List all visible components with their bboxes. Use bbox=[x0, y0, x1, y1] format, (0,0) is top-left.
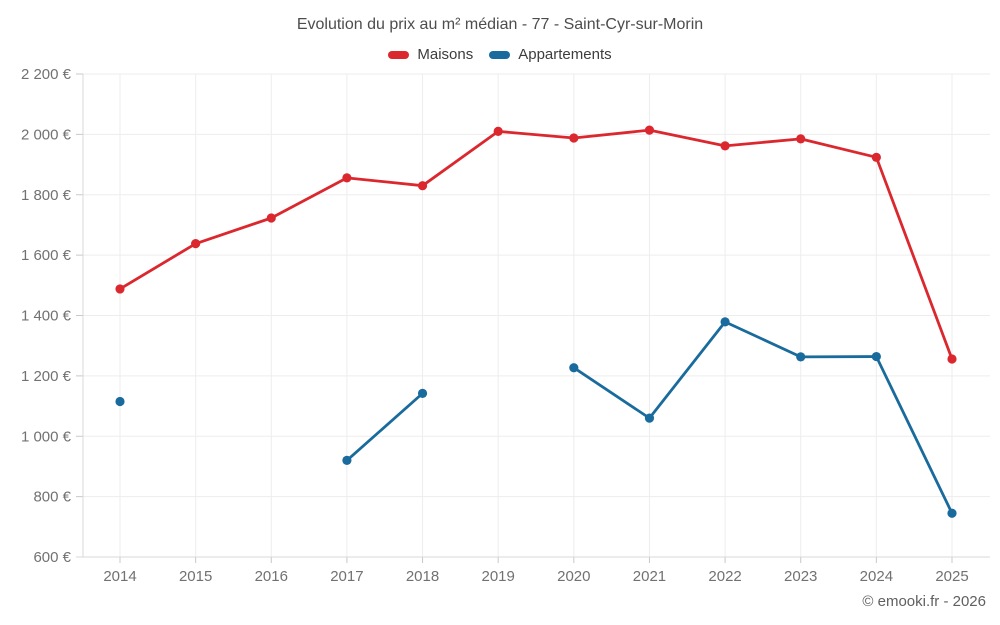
maisons-data-point-2023[interactable] bbox=[796, 134, 806, 144]
x-axis-tick-label: 2017 bbox=[330, 568, 363, 585]
appartements-line-segment bbox=[723, 320, 803, 359]
chart-title: Evolution du prix au m² médian - 77 - Sa… bbox=[296, 16, 704, 33]
x-axis-tick-label: 2020 bbox=[557, 568, 590, 585]
appartements-line-segment bbox=[572, 366, 651, 420]
maisons-data-point-2016[interactable] bbox=[266, 213, 276, 223]
maisons-data-point-2022[interactable] bbox=[720, 141, 730, 151]
y-axis-tick-label: 1 600 € bbox=[21, 247, 72, 264]
maisons-line-segment bbox=[118, 242, 198, 291]
chart-legend: Maisons Appartements bbox=[0, 46, 1000, 63]
appartements-data-point-2020[interactable] bbox=[569, 363, 579, 373]
appartements-data-point-2025[interactable] bbox=[947, 508, 957, 518]
appartements-data-point-2021[interactable] bbox=[644, 413, 655, 423]
appartements-series-swatch-icon bbox=[489, 50, 511, 59]
maisons-line-segment bbox=[421, 129, 500, 188]
y-axis-tick-label: 1 400 € bbox=[21, 308, 72, 325]
maisons-data-point-2021[interactable] bbox=[644, 125, 655, 135]
legend-label-appartements: Appartements bbox=[518, 46, 612, 63]
x-axis-tick-label: 2023 bbox=[784, 568, 817, 585]
x-axis-tick-label: 2024 bbox=[860, 568, 893, 585]
x-axis-tick-label: 2022 bbox=[708, 568, 741, 585]
x-axis-tick-label: 2016 bbox=[255, 568, 288, 585]
y-axis-tick-label: 1 000 € bbox=[21, 428, 72, 445]
legend-label-maisons: Maisons bbox=[417, 46, 474, 63]
maisons-line-segment bbox=[496, 129, 576, 140]
y-axis-tick-label: 2 200 € bbox=[21, 66, 72, 83]
x-axis-tick-label: 2018 bbox=[406, 568, 439, 585]
maisons-data-point-2017[interactable] bbox=[342, 173, 352, 183]
maisons-line-segment bbox=[345, 176, 424, 188]
legend-item-maisons[interactable]: Maisons bbox=[388, 46, 473, 63]
maisons-line-segment bbox=[799, 137, 878, 159]
appartements-data-point-2024[interactable] bbox=[871, 351, 881, 362]
maisons-line-segment bbox=[269, 176, 349, 220]
appartements-data-point-2022[interactable] bbox=[720, 317, 730, 327]
maisons-line-segment bbox=[194, 216, 273, 246]
x-axis-tick-label: 2025 bbox=[935, 568, 968, 585]
appartements-data-point-2023[interactable] bbox=[796, 352, 806, 362]
maisons-data-point-2020[interactable] bbox=[569, 133, 579, 143]
x-axis-tick-label: 2015 bbox=[179, 568, 212, 585]
maisons-series-swatch-icon bbox=[388, 50, 410, 59]
appartements-line-segment bbox=[874, 355, 954, 515]
x-axis-tick-label: 2021 bbox=[633, 568, 666, 585]
maisons-data-point-2019[interactable] bbox=[493, 126, 503, 136]
appartements-data-point-2018[interactable] bbox=[417, 388, 428, 398]
y-axis-tick-label: 1 200 € bbox=[21, 368, 72, 385]
y-axis-tick-label: 2 000 € bbox=[21, 126, 72, 143]
maisons-data-point-2015[interactable] bbox=[191, 239, 201, 249]
maisons-data-point-2024[interactable] bbox=[871, 152, 881, 162]
maisons-data-point-2025[interactable] bbox=[947, 354, 957, 364]
appartements-data-point-2017[interactable] bbox=[342, 455, 352, 465]
y-axis-tick-label: 1 800 € bbox=[21, 187, 72, 204]
maisons-data-point-2018[interactable] bbox=[417, 181, 428, 191]
y-axis-tick-label: 800 € bbox=[33, 489, 71, 506]
maisons-line-segment bbox=[572, 128, 651, 140]
maisons-data-point-2014[interactable] bbox=[115, 284, 125, 294]
legend-item-appartements[interactable]: Appartements bbox=[489, 46, 612, 63]
maisons-line-segment bbox=[874, 155, 954, 361]
maisons-line-segment bbox=[648, 128, 727, 148]
maisons-line-segment bbox=[723, 137, 803, 148]
appartements-line-segment bbox=[345, 391, 424, 462]
copyright-watermark: © emooki.fr - 2026 bbox=[862, 593, 986, 610]
x-axis-tick-label: 2014 bbox=[103, 568, 136, 585]
y-axis-tick-label: 600 € bbox=[33, 549, 71, 566]
appartements-line-segment bbox=[648, 320, 727, 420]
appartements-data-point-2014[interactable] bbox=[115, 396, 125, 407]
x-axis-tick-label: 2019 bbox=[481, 568, 514, 585]
